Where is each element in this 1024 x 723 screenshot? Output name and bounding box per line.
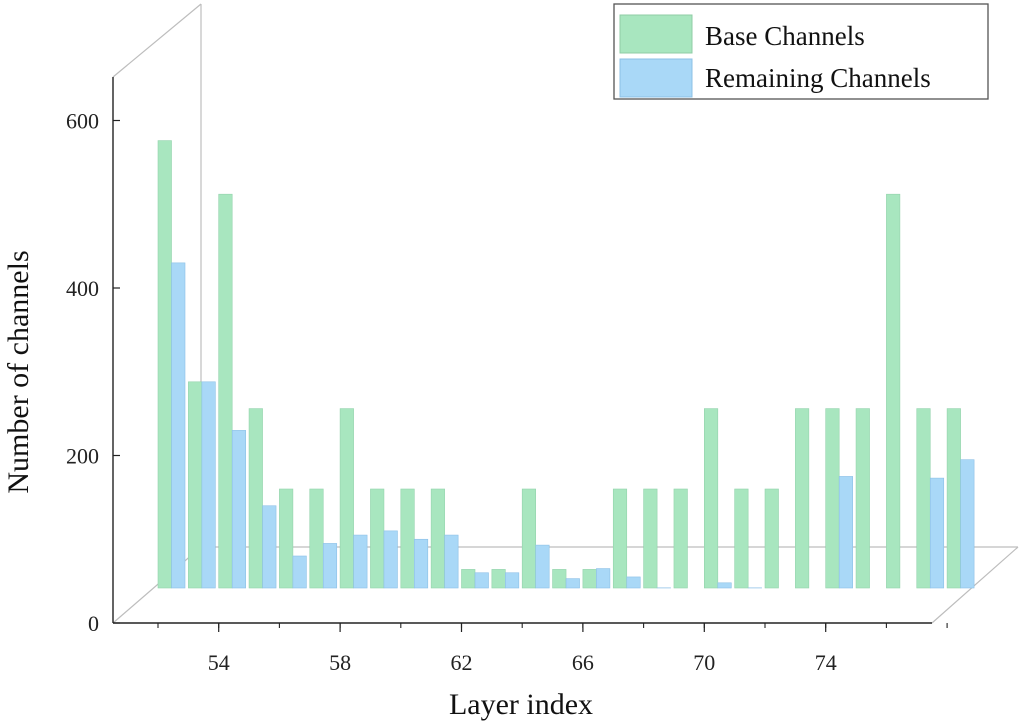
bar-remaining-channels bbox=[929, 477, 945, 589]
bar-base-channels bbox=[461, 569, 476, 589]
bar-remaining-channels bbox=[535, 544, 550, 589]
bar-remaining-channels bbox=[292, 555, 307, 589]
bar-remaining-channels bbox=[413, 538, 429, 589]
legend-label-remaining: Remaining Channels bbox=[705, 63, 931, 93]
bar-base-channels bbox=[339, 408, 354, 589]
bar-base-channels bbox=[764, 488, 779, 589]
bar-remaining-channels bbox=[505, 572, 520, 589]
bar-base-channels bbox=[430, 488, 445, 589]
bar-base-channels bbox=[582, 569, 597, 589]
bar-remaining-channels bbox=[838, 476, 854, 589]
x-axis-title: Layer index bbox=[449, 688, 593, 721]
bars-layer bbox=[157, 140, 975, 589]
legend-label-base: Base Channels bbox=[705, 21, 865, 51]
bar-remaining-channels bbox=[626, 576, 641, 589]
bar-remaining-channels bbox=[201, 381, 216, 589]
bar-remaining-channels bbox=[262, 505, 277, 589]
bar-base-channels bbox=[157, 140, 172, 589]
bar-base-channels bbox=[248, 408, 263, 589]
bar-base-channels bbox=[552, 569, 567, 589]
y-tick-label: 0 bbox=[88, 611, 99, 636]
bar-remaining-channels bbox=[960, 459, 975, 589]
bar-base-channels bbox=[370, 488, 385, 589]
bar-remaining-channels bbox=[565, 578, 580, 589]
bar-base-channels bbox=[400, 488, 415, 589]
bar-base-channels bbox=[795, 408, 810, 589]
x-tick-label: 74 bbox=[815, 650, 837, 675]
y-tick-label: 200 bbox=[66, 444, 99, 469]
bar-base-channels bbox=[612, 488, 628, 589]
bar-remaining-channels bbox=[383, 530, 398, 589]
floor-left-edge bbox=[112, 546, 202, 624]
x-tick-label: 66 bbox=[572, 650, 594, 675]
bar-remaining-channels bbox=[353, 534, 368, 589]
bar-base-channels bbox=[703, 408, 719, 589]
bar-base-channels bbox=[825, 408, 840, 589]
axes-layer: 0 200 400 600 54 58 62 66 70 74 bbox=[66, 77, 948, 675]
legend: Base Channels Remaining Channels bbox=[613, 3, 989, 100]
floor-right-edge bbox=[931, 546, 1019, 624]
bar-base-channels bbox=[916, 408, 931, 589]
bar-base-channels bbox=[946, 408, 961, 589]
bar-base-channels bbox=[673, 488, 688, 589]
y-tick-label: 400 bbox=[66, 276, 99, 301]
bar-base-channels bbox=[643, 488, 658, 589]
x-tick-label: 58 bbox=[329, 650, 351, 675]
y-axis-title: Number of channels bbox=[2, 250, 35, 493]
top-left-edge bbox=[112, 3, 202, 78]
bar-remaining-channels bbox=[474, 572, 489, 589]
bar-base-channels bbox=[855, 408, 870, 589]
bar-remaining-channels bbox=[596, 568, 611, 589]
bar-base-channels bbox=[309, 488, 324, 589]
bar-base-channels bbox=[734, 488, 749, 589]
x-tick-label: 70 bbox=[693, 650, 715, 675]
x-tick-label: 54 bbox=[208, 650, 230, 675]
bar-base-channels bbox=[279, 488, 294, 589]
bar-base-channels bbox=[218, 193, 233, 589]
bar-remaining-channels bbox=[231, 430, 246, 589]
bar-remaining-channels bbox=[171, 262, 186, 589]
bar-remaining-channels bbox=[322, 543, 338, 589]
bar-base-channels bbox=[188, 381, 203, 589]
bar-remaining-channels bbox=[717, 582, 732, 589]
bar-base-channels bbox=[521, 488, 537, 589]
bar-base-channels bbox=[886, 193, 901, 589]
legend-swatch-remaining bbox=[619, 58, 693, 98]
x-tick-label: 62 bbox=[451, 650, 473, 675]
y-tick-label: 600 bbox=[66, 109, 99, 134]
legend-swatch-base bbox=[619, 14, 693, 54]
bar-remaining-channels bbox=[444, 534, 459, 589]
bar-base-channels bbox=[491, 569, 506, 589]
